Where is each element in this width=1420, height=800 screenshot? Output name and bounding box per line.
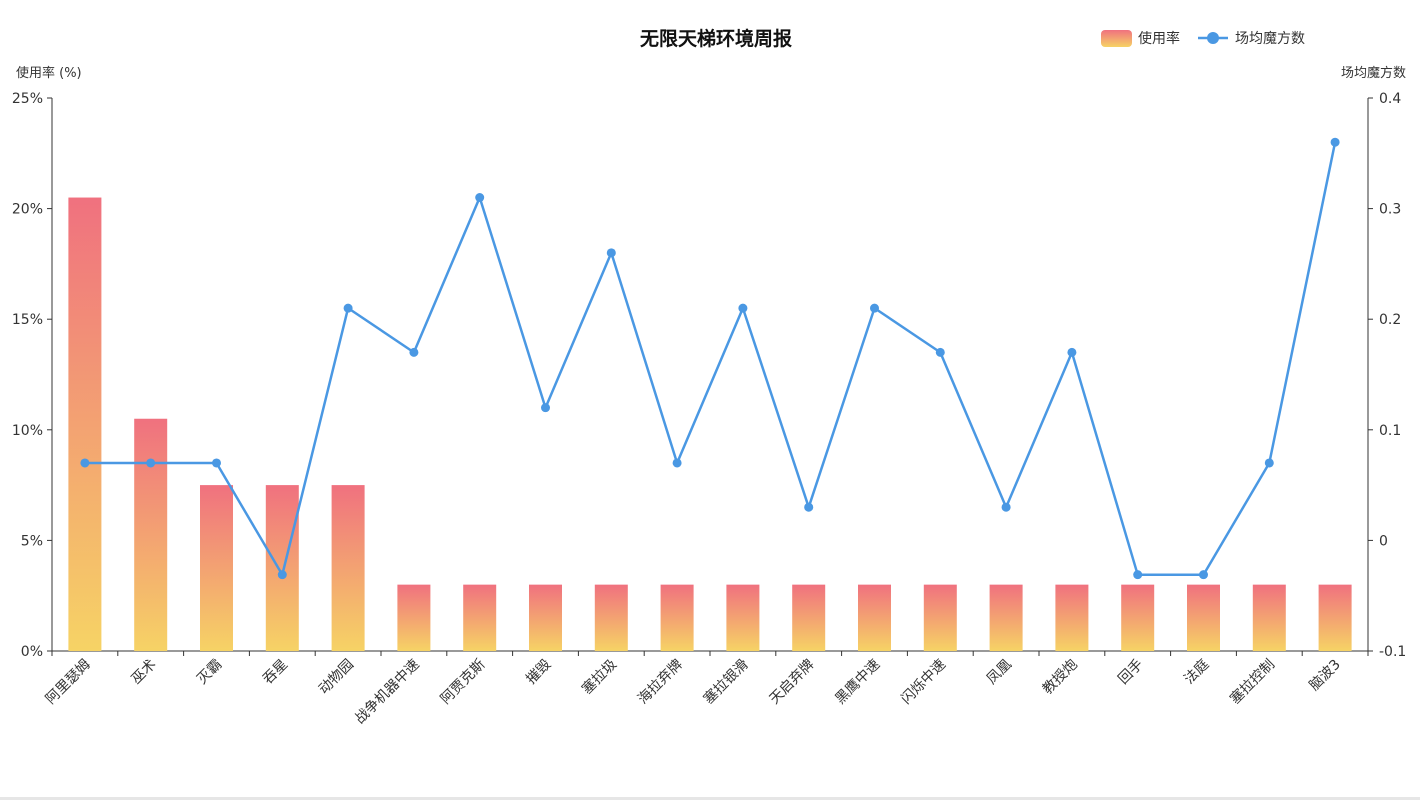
- bar-usage: [989, 584, 1023, 651]
- x-category-label: 巫术: [128, 657, 159, 688]
- y-left-tick-label: 20%: [12, 202, 43, 218]
- legend-item-cubes[interactable]: 场均魔方数: [1198, 31, 1305, 47]
- y-left-tick-label: 5%: [21, 533, 43, 549]
- x-category-label: 凤凰: [984, 657, 1015, 688]
- line-cubes-point: [343, 303, 353, 313]
- chart-title: 无限天梯环境周报: [640, 27, 792, 50]
- x-category-label: 动物园: [316, 657, 357, 698]
- line-cubes-point: [606, 248, 616, 258]
- line-cubes-point: [475, 193, 485, 203]
- bar-usage: [726, 584, 760, 651]
- legend-bar-swatch: [1101, 30, 1132, 47]
- bars-group: [68, 197, 1352, 652]
- y-left-tick-label: 0%: [21, 644, 43, 660]
- y-right-tick-label: -0.1: [1379, 644, 1406, 660]
- line-cubes-point: [277, 570, 287, 580]
- legend-item-usage[interactable]: 使用率: [1101, 30, 1180, 47]
- y-left-tick-label: 10%: [12, 423, 43, 439]
- line-cubes-point: [1067, 347, 1077, 357]
- line-cubes-point: [146, 458, 156, 468]
- x-category-label: 战争机器中速: [352, 657, 423, 728]
- y-left-axis-name: 使用率 (%): [16, 65, 82, 81]
- line-cubes-point: [935, 347, 945, 357]
- line-cubes-point: [1133, 570, 1143, 580]
- x-category-label: 教授炮: [1040, 657, 1081, 698]
- bar-usage: [858, 584, 891, 651]
- y-right-tick-label: 0: [1379, 533, 1388, 549]
- bar-usage: [265, 485, 299, 651]
- bottom-divider: [0, 797, 1420, 800]
- line-cubes-point: [1264, 458, 1274, 468]
- line-cubes-point: [1199, 570, 1208, 580]
- bar-usage: [1252, 584, 1286, 651]
- x-category-label: 天启弃牌: [766, 656, 818, 708]
- y-left-tick-label: 25%: [12, 91, 43, 107]
- legend-point-swatch: [1207, 32, 1219, 44]
- line-cubes-point: [212, 458, 221, 468]
- bar-usage: [1187, 584, 1220, 651]
- y-right-tick-label: 0.4: [1379, 91, 1401, 107]
- line-cubes-path: [84, 141, 1337, 576]
- legend-label-usage: 使用率: [1138, 30, 1180, 47]
- x-category-label: 阿里瑟姆: [43, 657, 94, 708]
- bar-usage: [463, 584, 497, 651]
- bar-usage: [134, 418, 168, 651]
- bar-usage: [594, 584, 628, 651]
- x-category-label: 阿贾克斯: [438, 657, 489, 708]
- line-cubes-point: [409, 347, 419, 357]
- bar-usage: [1318, 584, 1352, 651]
- y-right-axis-name: 场均魔方数: [1341, 65, 1406, 81]
- x-category-label: 塞拉银滑: [700, 656, 752, 708]
- x-category-label: 黑鹰中速: [832, 657, 883, 708]
- y-right-tick-label: 0.2: [1379, 312, 1401, 328]
- bar-usage: [1121, 584, 1155, 651]
- bar-usage: [397, 584, 431, 651]
- line-cubes-point: [672, 458, 682, 468]
- bar-usage: [923, 584, 957, 651]
- line-series-group: [80, 137, 1340, 580]
- legend-label-cubes: 场均魔方数: [1235, 31, 1305, 47]
- line-cubes-point: [804, 502, 814, 512]
- line-cubes-point: [738, 303, 748, 313]
- bar-usage: [68, 197, 102, 652]
- x-category-label: 海拉弃牌: [634, 656, 686, 708]
- line-cubes-point: [870, 303, 879, 313]
- bar-usage: [792, 584, 826, 651]
- x-category-label: 法庭: [1181, 656, 1213, 688]
- line-cubes-point: [1330, 137, 1340, 147]
- x-category-label: 闪烁中速: [898, 657, 949, 708]
- y-right-tick-label: 0.3: [1379, 202, 1401, 218]
- x-category-label: 回手: [1115, 657, 1146, 688]
- line-cubes-point: [1001, 502, 1011, 512]
- x-category-label: 灭霸: [194, 657, 225, 688]
- line-cubes-point: [80, 458, 90, 468]
- x-category-label: 摧毁: [523, 657, 554, 688]
- bar-usage: [331, 485, 365, 651]
- legend: 使用率 场均魔方数: [1101, 30, 1305, 47]
- x-category-label: 脑波3: [1307, 657, 1344, 694]
- y-right-tick-label: 0.1: [1379, 423, 1401, 439]
- bar-usage: [1055, 584, 1089, 651]
- bar-usage: [529, 584, 562, 651]
- line-cubes-point: [541, 403, 550, 413]
- bar-usage: [200, 485, 233, 651]
- y-left-tick-label: 15%: [12, 312, 43, 328]
- x-category-label: 吞星: [260, 657, 291, 688]
- x-category-label: 塞拉圾: [578, 656, 620, 698]
- x-category-label: 塞拉控制: [1227, 656, 1279, 708]
- bar-usage: [660, 584, 694, 651]
